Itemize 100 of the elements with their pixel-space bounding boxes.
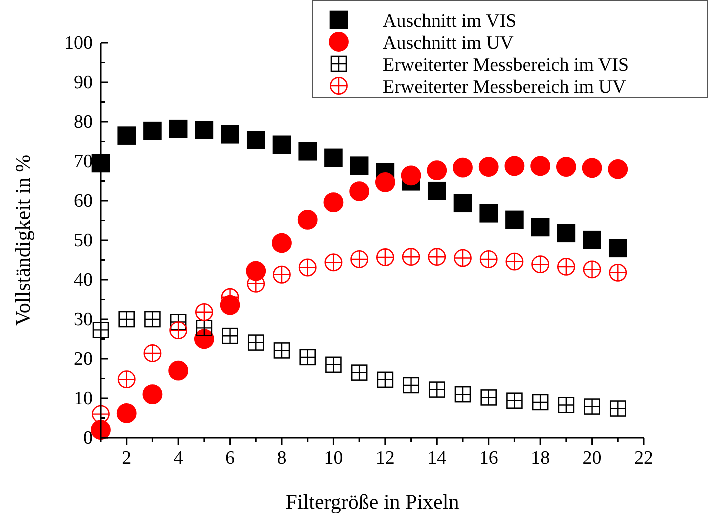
point	[401, 166, 422, 186]
y-tick-label: 80	[74, 112, 93, 133]
point	[584, 398, 600, 415]
y-tick-label: 40	[74, 270, 93, 291]
point	[222, 328, 238, 344]
x-tick-label: 16	[479, 448, 498, 469]
point	[583, 230, 602, 250]
point	[480, 204, 498, 223]
legend-label: Auschnitt im UV	[383, 33, 514, 54]
point	[480, 390, 498, 406]
point	[428, 182, 446, 200]
point	[608, 159, 628, 180]
y-tick-label: 60	[74, 191, 93, 212]
point	[377, 372, 394, 388]
x-tick-label: 20	[582, 448, 602, 469]
point	[118, 370, 136, 388]
point	[350, 250, 369, 268]
x-tick-label: 10	[324, 448, 344, 469]
point	[298, 142, 318, 161]
point	[454, 386, 472, 403]
point	[610, 400, 626, 417]
y-tick-label: 70	[74, 152, 93, 172]
point	[169, 120, 188, 138]
y-tick-label: 10	[74, 388, 93, 410]
point	[324, 148, 343, 168]
point	[92, 322, 110, 338]
point	[403, 377, 420, 394]
point	[142, 384, 163, 404]
point	[324, 192, 344, 213]
point	[170, 322, 188, 340]
point	[478, 157, 499, 177]
point	[350, 156, 369, 175]
point	[195, 303, 214, 322]
point	[144, 122, 162, 140]
x-tick-label: 8	[277, 448, 287, 469]
point	[506, 252, 524, 271]
point	[583, 260, 602, 279]
point	[118, 126, 136, 145]
point	[402, 248, 420, 266]
point	[558, 397, 575, 414]
y-tick-label: 0	[84, 428, 93, 449]
point	[480, 250, 498, 268]
point	[92, 405, 110, 424]
point	[351, 364, 368, 381]
point	[298, 210, 318, 230]
point	[298, 258, 317, 277]
point	[195, 121, 214, 140]
y-tick-label: 90	[74, 72, 93, 94]
x-tick-label: 2	[122, 448, 132, 469]
point	[556, 157, 576, 177]
point	[273, 266, 291, 284]
point	[350, 182, 370, 202]
point	[454, 249, 472, 268]
point	[246, 131, 266, 150]
y-tick-label: 100	[64, 33, 93, 54]
point	[170, 314, 187, 330]
point	[144, 344, 162, 362]
point	[506, 210, 524, 230]
point	[608, 239, 628, 258]
point	[144, 311, 161, 328]
y-tick-label: 50	[74, 230, 93, 252]
legend-label: Erweiterter Messbereich im UV	[383, 77, 626, 98]
point	[504, 156, 525, 176]
point	[557, 258, 576, 276]
point	[453, 158, 473, 178]
point	[428, 382, 446, 398]
x-tick-label: 4	[174, 448, 184, 469]
point	[609, 264, 628, 282]
x-tick-label: 14	[428, 448, 448, 469]
point	[530, 156, 551, 176]
point	[531, 218, 550, 237]
point	[506, 392, 523, 410]
point	[532, 394, 549, 411]
point	[118, 311, 136, 328]
point	[196, 320, 213, 336]
point	[454, 194, 472, 213]
y-axis-title: Vollständigkeit in %	[11, 154, 35, 326]
point	[92, 154, 110, 173]
point	[324, 254, 343, 272]
x-axis-title: Filtergröße in Pixeln	[286, 490, 460, 514]
point	[582, 158, 602, 178]
point	[376, 248, 394, 266]
legend-label: Auschnitt im VIS	[383, 11, 517, 32]
point	[375, 172, 396, 192]
point	[246, 261, 266, 282]
legend-label: Erweiterter Messbereich im VIS	[383, 55, 630, 76]
y-tick-label: 20	[74, 349, 93, 370]
point	[274, 342, 290, 359]
y-tick-label: 30	[74, 310, 93, 330]
point	[116, 404, 137, 424]
point	[272, 136, 292, 154]
x-tick-label: 12	[376, 448, 395, 469]
point	[557, 224, 576, 243]
point	[272, 233, 292, 254]
point	[168, 360, 189, 381]
point	[428, 248, 446, 266]
x-tick-label: 18	[531, 448, 550, 469]
point	[248, 334, 264, 351]
point	[221, 125, 240, 144]
x-tick-label: 22	[634, 448, 654, 469]
